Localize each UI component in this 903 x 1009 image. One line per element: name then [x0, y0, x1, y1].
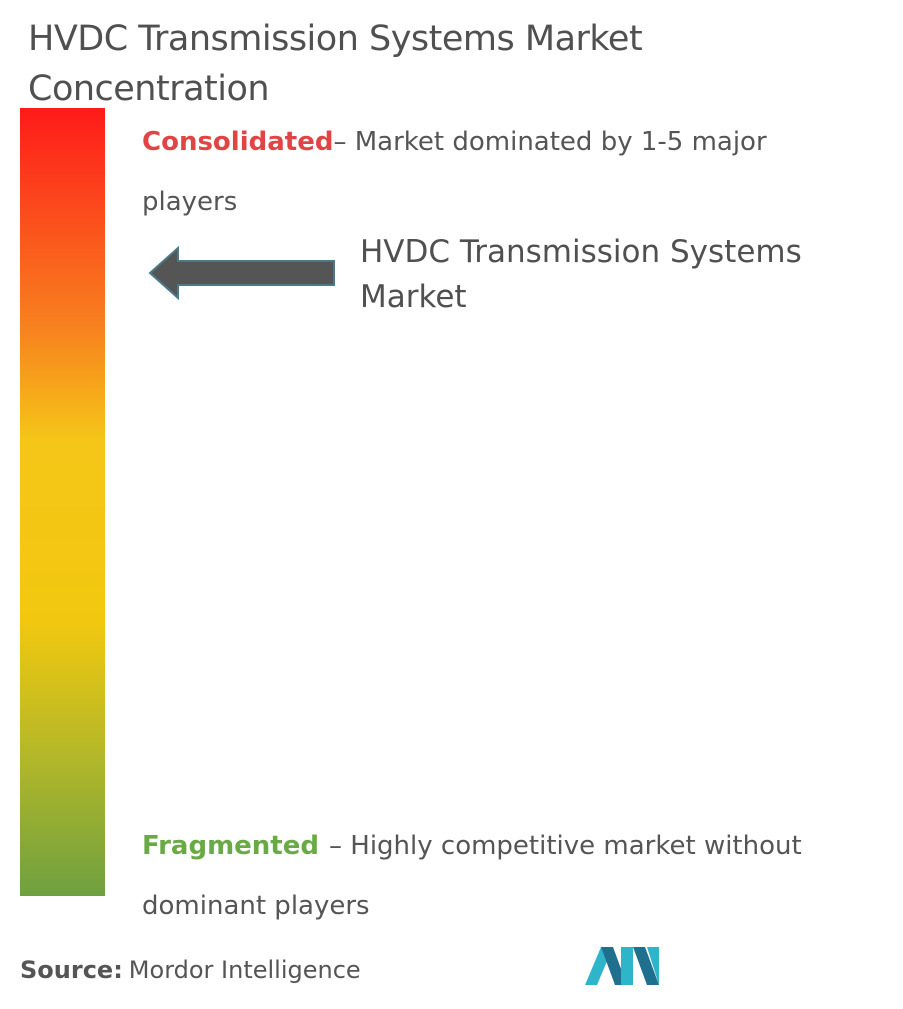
fragmented-label: Fragmented: [142, 831, 319, 861]
fragmented-note: Fragmented – Highly competitive market wi…: [142, 816, 842, 936]
consolidated-note: Consolidated– Market dominated by 1-5 ma…: [142, 112, 842, 232]
source: Source: Mordor Intelligence: [20, 956, 361, 984]
source-label: Source:: [20, 956, 123, 984]
source-text: Mordor Intelligence: [128, 956, 361, 984]
market-arrow: [148, 245, 335, 301]
consolidated-label: Consolidated: [142, 127, 334, 157]
title: HVDC Transmission Systems Market Concent…: [28, 19, 643, 109]
consolidated-description: – Market dominated by 1-5 major players: [142, 127, 767, 217]
logo: [585, 947, 659, 985]
market-label: HVDC Transmission Systems Market: [360, 234, 802, 315]
concentration-gradient: [20, 108, 105, 896]
fragmented-description: – Highly competitive market without domi…: [142, 831, 802, 921]
arrow-shape: [148, 245, 335, 301]
